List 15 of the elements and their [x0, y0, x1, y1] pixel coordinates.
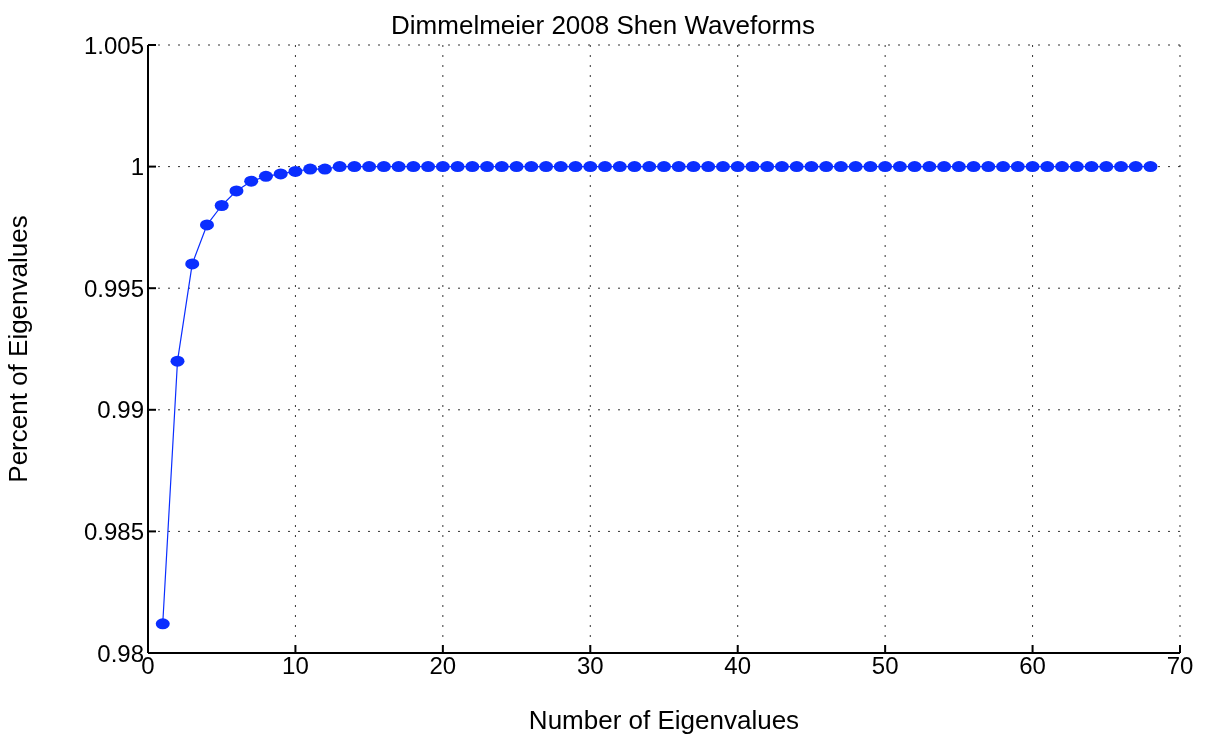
x-tick-label: 40 — [724, 652, 752, 680]
y-tick-label: 1 — [130, 153, 144, 181]
y-axis-title: Percent of Eigenvalues — [3, 215, 34, 483]
x-tick-label: 60 — [1019, 652, 1046, 680]
x-tick-label: 30 — [576, 652, 604, 680]
x-axis-title: Number of Eigenvalues — [528, 705, 800, 735]
x-tick-label: 20 — [429, 652, 457, 680]
x-tick-label: 10 — [282, 652, 309, 680]
x-tick-label: 70 — [1166, 652, 1194, 680]
y-tick-label: 0.995 — [83, 274, 144, 302]
y-tick-label: 0.99 — [97, 396, 144, 424]
x-tick-label: 50 — [871, 652, 899, 680]
chart-title: Dimmelmeier 2008 Shen Waveforms — [391, 10, 815, 40]
y-tick-label: 1.005 — [83, 31, 144, 59]
y-tick-label: 0.985 — [83, 517, 144, 545]
